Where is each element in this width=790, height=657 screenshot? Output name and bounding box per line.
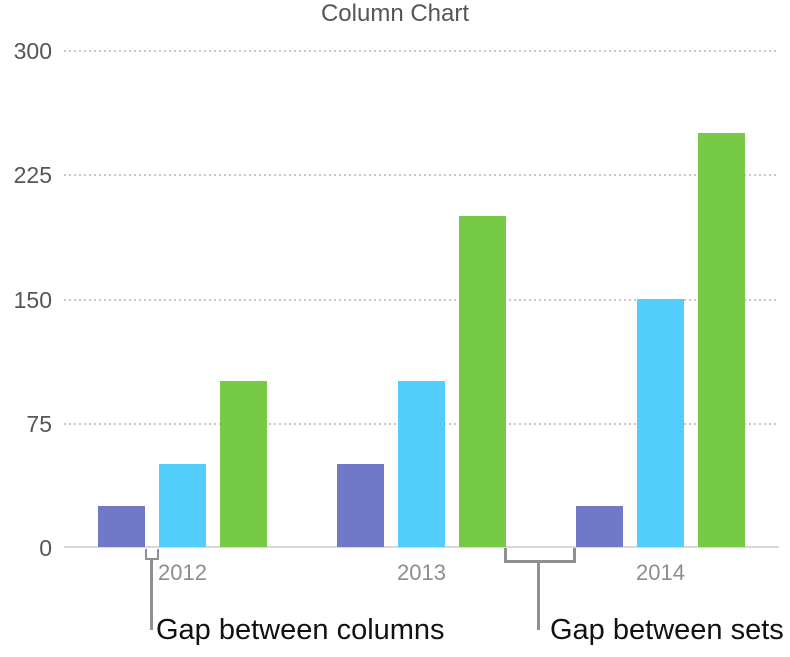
- bar-2012-2: [159, 464, 206, 547]
- bar-2012-3: [220, 381, 267, 547]
- x-category-label: 2013: [397, 560, 446, 585]
- x-category-label: 2012: [158, 560, 207, 585]
- y-tick-label: 0: [39, 535, 52, 561]
- bar-2012-1: [98, 505, 145, 547]
- x-category-label: 2014: [636, 560, 685, 585]
- bar-2013-3: [459, 215, 506, 547]
- gap-between-columns-leader-line: [150, 559, 153, 630]
- bar-2014-2: [637, 298, 684, 547]
- gap-between-columns-label: Gap between columns: [156, 614, 445, 646]
- bar-2013-1: [337, 464, 384, 547]
- gap-between-sets-label: Gap between sets: [550, 614, 784, 646]
- bar-2013-2: [398, 381, 445, 547]
- y-tick-label: 150: [13, 286, 52, 313]
- y-tick-label: 225: [13, 162, 52, 189]
- y-tick-label: 300: [13, 38, 52, 64]
- gridline-300: [64, 50, 779, 52]
- gridline-150: [64, 298, 779, 301]
- chart-title: Column Chart: [320, 0, 470, 27]
- plot-area: [64, 50, 779, 548]
- bar-2014-3: [698, 132, 745, 547]
- gap-between-sets-leader-line: [537, 562, 540, 630]
- gridline-225: [64, 174, 779, 177]
- y-tick-label: 75: [26, 410, 52, 437]
- gap-between-sets-bracket: [504, 548, 576, 563]
- x-axis-line: [64, 546, 779, 548]
- bar-2014-1: [576, 505, 623, 547]
